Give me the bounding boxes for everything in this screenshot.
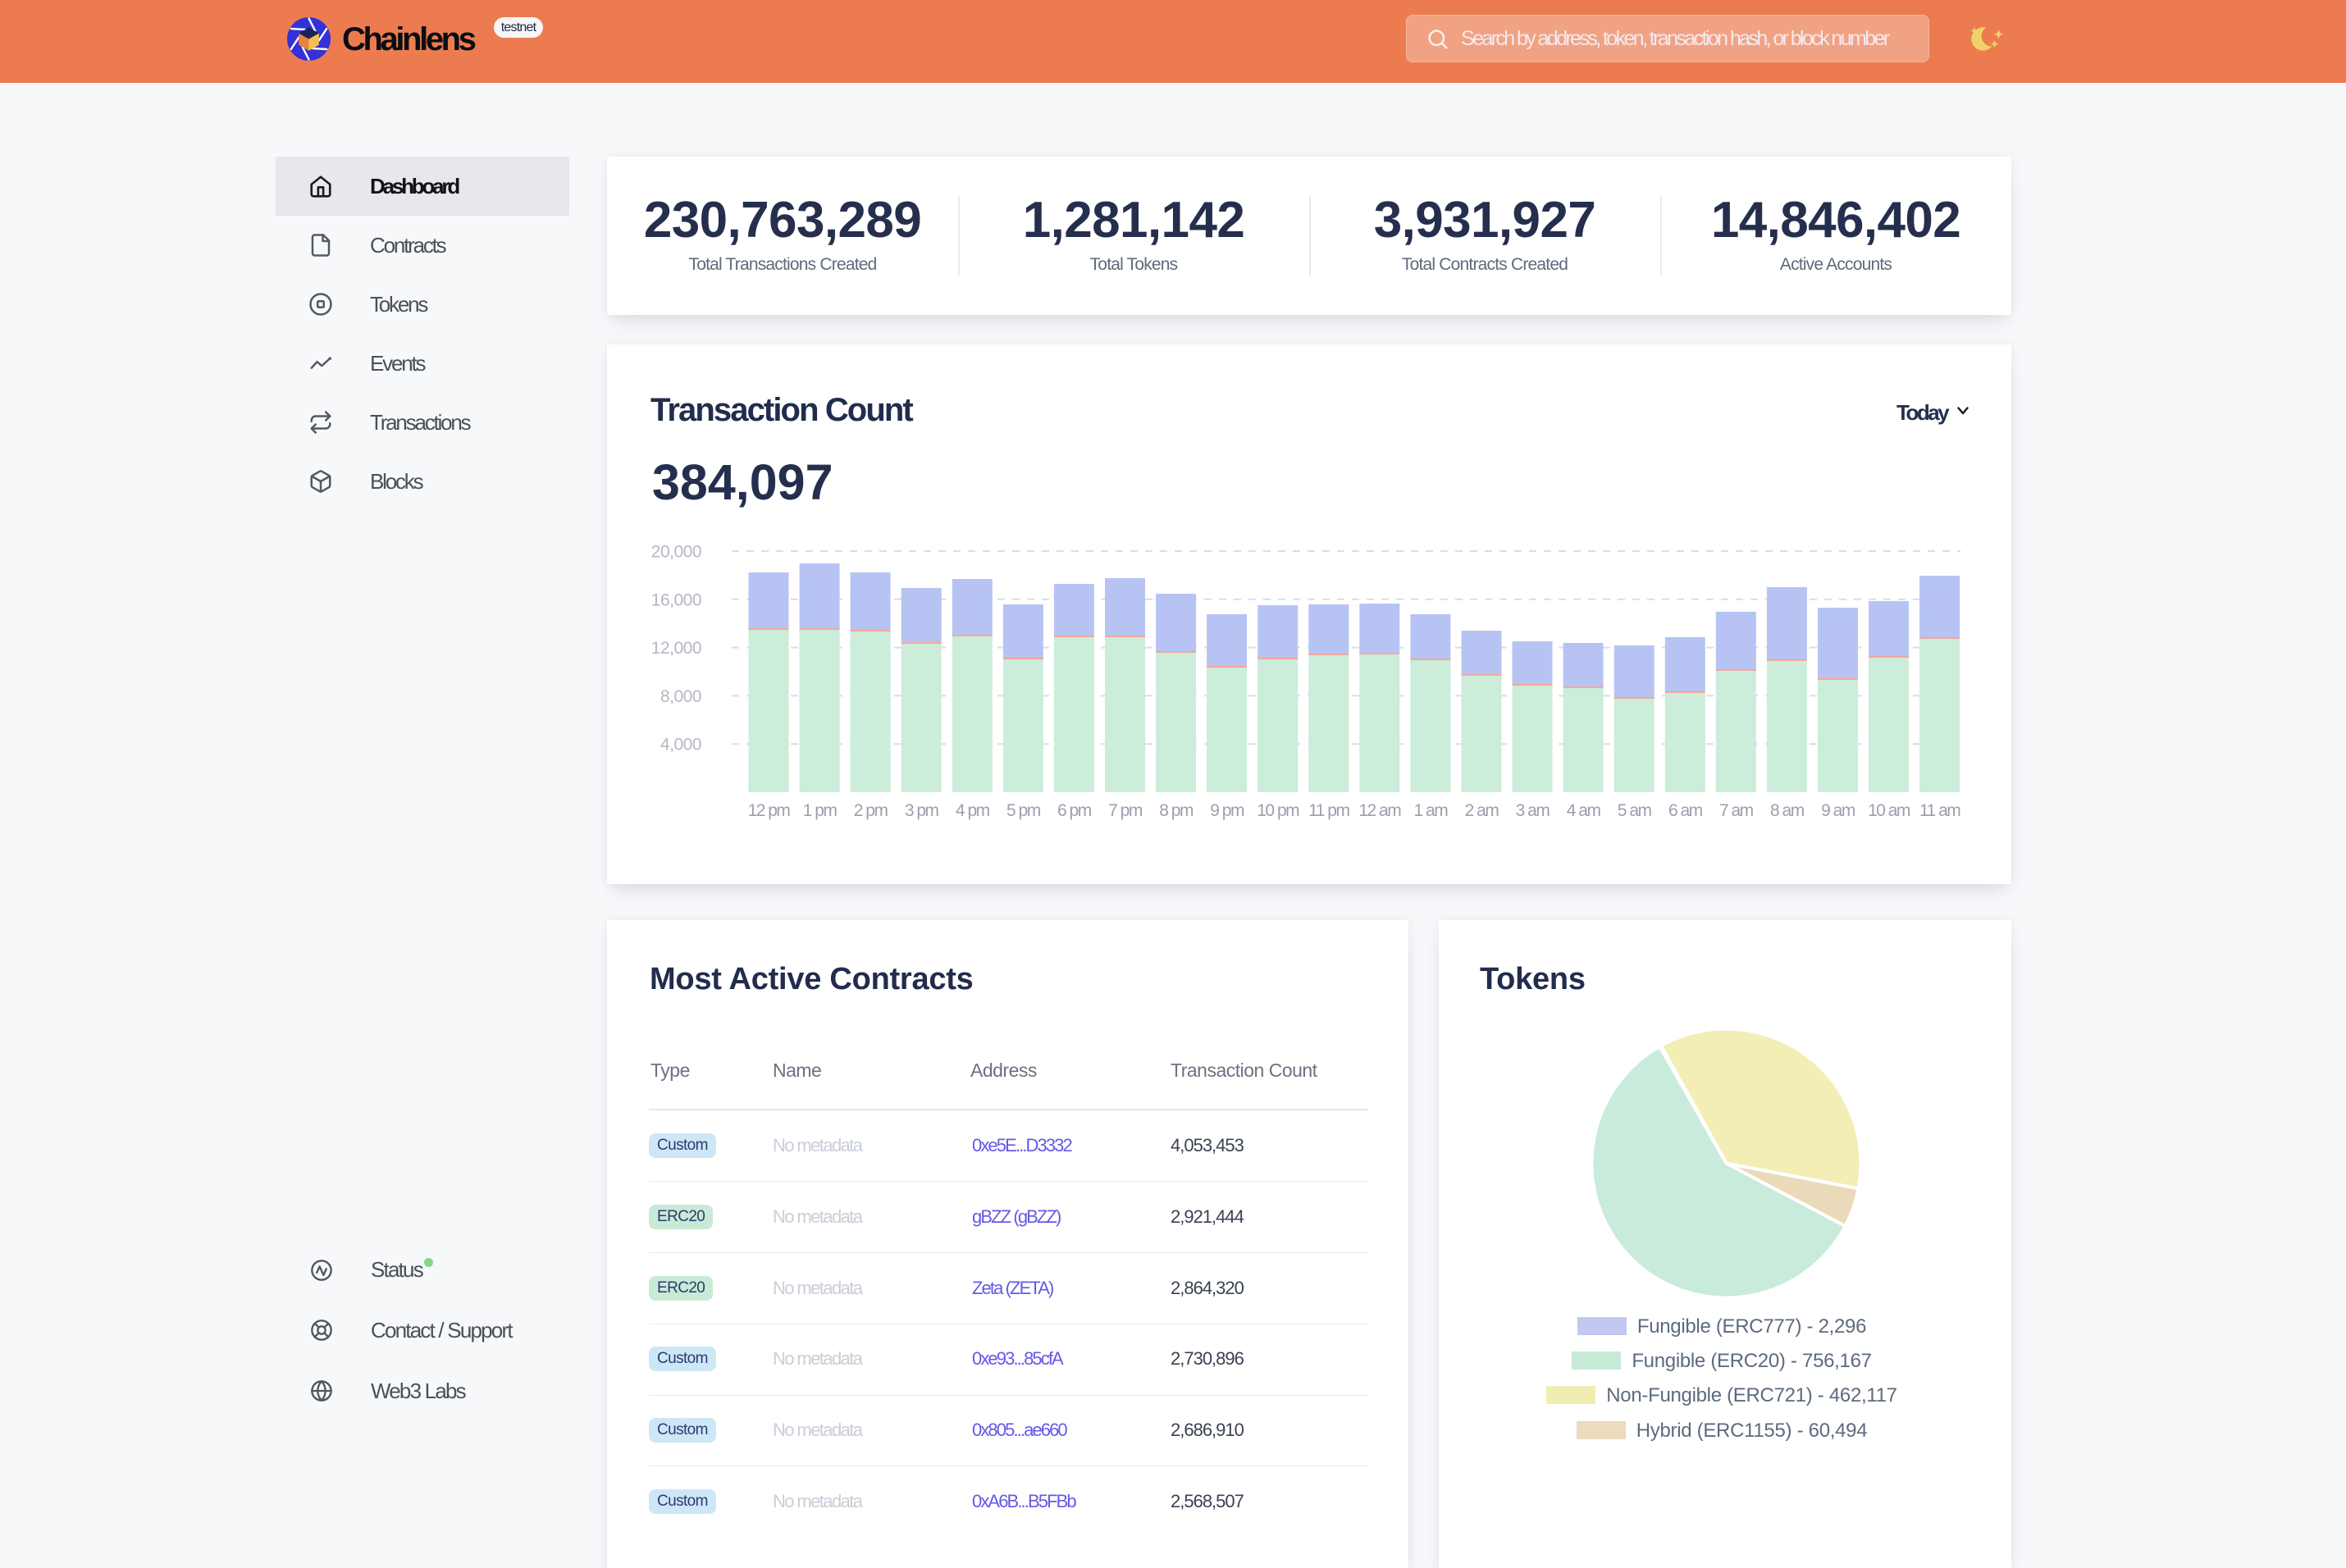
- svg-text:16,000: 16,000: [651, 590, 701, 609]
- svg-text:12 am: 12 am: [1358, 801, 1401, 820]
- svg-text:7 pm: 7 pm: [1108, 801, 1143, 820]
- svg-text:12 pm: 12 pm: [748, 801, 791, 820]
- svg-text:6 pm: 6 pm: [1057, 801, 1092, 820]
- svg-text:4 pm: 4 pm: [956, 801, 990, 820]
- svg-text:8 am: 8 am: [1770, 801, 1805, 820]
- svg-text:1 pm: 1 pm: [803, 801, 838, 820]
- svg-text:8,000: 8,000: [660, 687, 701, 706]
- svg-text:5 pm: 5 pm: [1006, 801, 1041, 820]
- svg-text:3 pm: 3 pm: [905, 801, 939, 820]
- svg-text:11 am: 11 am: [1919, 801, 1960, 820]
- svg-text:7 am: 7 am: [1719, 801, 1754, 820]
- svg-text:11 pm: 11 pm: [1308, 801, 1349, 820]
- svg-text:9 am: 9 am: [1821, 801, 1855, 820]
- svg-text:12,000: 12,000: [651, 639, 701, 658]
- svg-text:10 pm: 10 pm: [1257, 801, 1299, 820]
- svg-text:10 am: 10 am: [1868, 801, 1910, 820]
- svg-text:5 am: 5 am: [1618, 801, 1652, 820]
- svg-text:20,000: 20,000: [651, 543, 701, 562]
- svg-text:6 am: 6 am: [1668, 801, 1703, 820]
- svg-text:3 am: 3 am: [1516, 801, 1550, 820]
- svg-text:4,000: 4,000: [660, 736, 701, 754]
- svg-text:4 am: 4 am: [1567, 801, 1601, 820]
- svg-text:9 pm: 9 pm: [1210, 801, 1244, 820]
- svg-text:2 pm: 2 pm: [854, 801, 888, 820]
- svg-text:8 pm: 8 pm: [1159, 801, 1194, 820]
- svg-text:1 am: 1 am: [1414, 801, 1449, 820]
- svg-text:2 am: 2 am: [1465, 801, 1499, 820]
